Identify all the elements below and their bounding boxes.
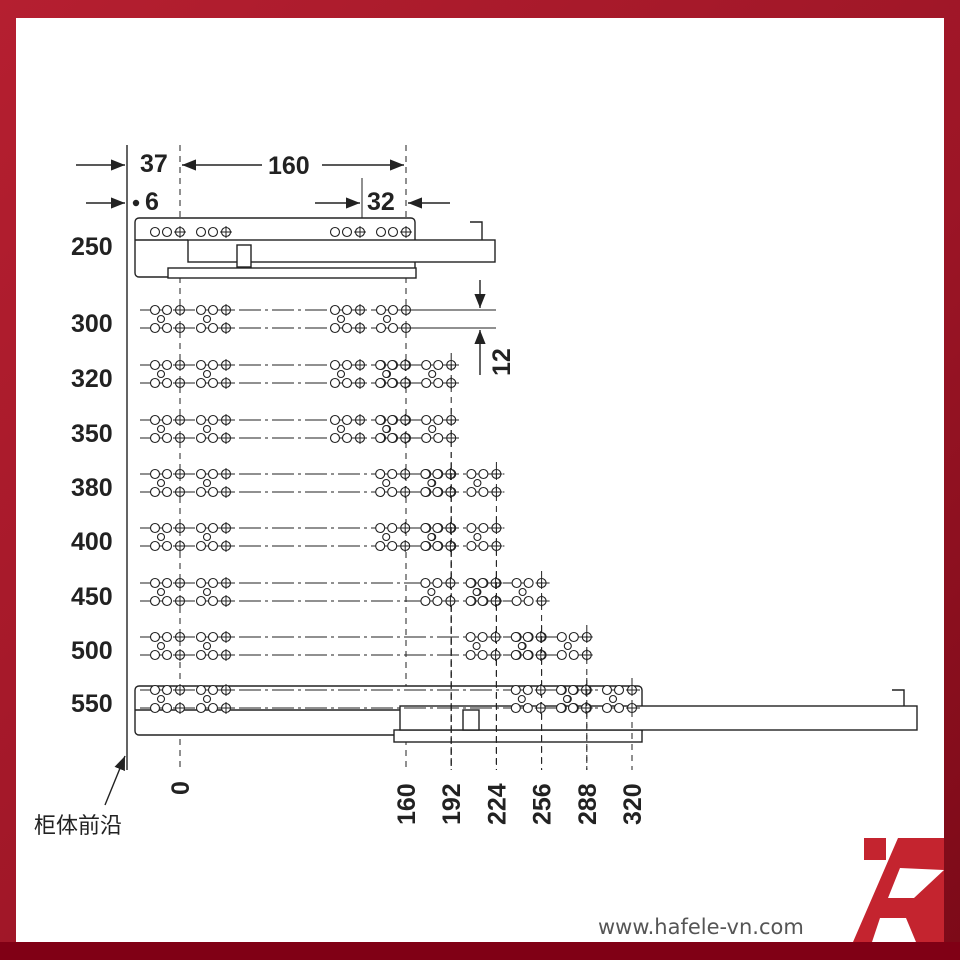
row-label: 380 — [71, 474, 113, 502]
column-label: 320 — [619, 783, 647, 825]
dim-37: 37 — [140, 150, 168, 178]
row-label: 250 — [71, 233, 113, 261]
column-label: 192 — [438, 783, 466, 825]
dim-160: 160 — [268, 152, 310, 180]
bottom-bar — [0, 942, 960, 960]
drawer-top — [187, 239, 496, 263]
runner-top — [167, 267, 417, 279]
row-380: 380 — [71, 462, 505, 770]
row-500: 500 — [71, 625, 595, 770]
row-250: 250 — [71, 226, 412, 261]
row-300: 300 — [71, 304, 414, 338]
column-label: 288 — [574, 783, 602, 825]
row-label: 320 — [71, 365, 113, 393]
column-label: 256 — [529, 783, 557, 825]
row-label: 550 — [71, 690, 113, 718]
column-label: 224 — [483, 783, 511, 825]
row-550: 550 — [71, 678, 640, 770]
row-label: 350 — [71, 420, 113, 448]
hafele-logo — [853, 838, 944, 942]
column-label: 160 — [393, 783, 421, 825]
dim-32: 32 — [367, 188, 395, 216]
row-label: 300 — [71, 310, 113, 338]
drawer-bottom — [399, 705, 918, 731]
dim-12: 12 — [488, 348, 516, 376]
website-url[interactable]: www.hafele-vn.com — [598, 915, 804, 939]
row-label: 400 — [71, 528, 113, 556]
row-350: 350 — [71, 408, 460, 770]
column-label: 0 — [167, 781, 195, 795]
cabinet-front-label: 柜体前沿 — [34, 814, 122, 839]
row-450: 450 — [71, 571, 550, 770]
runner-bottom — [393, 729, 643, 743]
row-label: 450 — [71, 583, 113, 611]
row-320: 320 — [71, 353, 460, 770]
dim-6: 6 — [145, 188, 159, 216]
row-label: 500 — [71, 637, 113, 665]
